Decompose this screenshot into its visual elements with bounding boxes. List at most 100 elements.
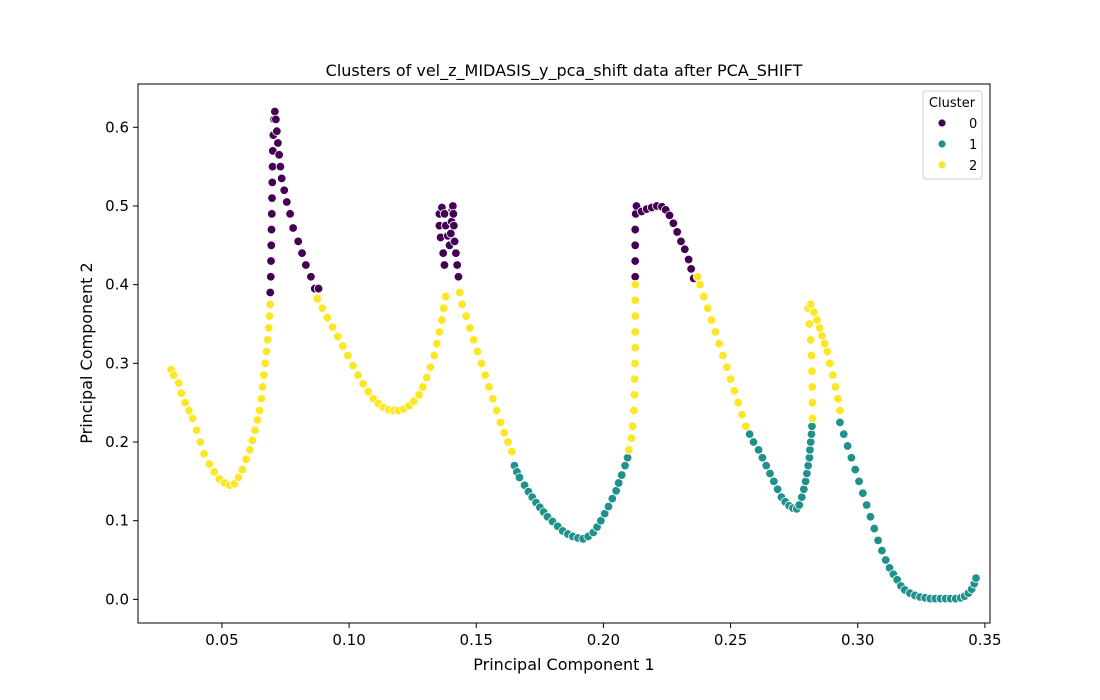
data-point-cluster-2 xyxy=(488,394,498,404)
data-point-cluster-0 xyxy=(266,240,276,251)
data-point-cluster-2 xyxy=(807,397,818,408)
data-point-cluster-2 xyxy=(819,338,830,349)
data-point-cluster-2 xyxy=(718,350,728,361)
data-point-cluster-2 xyxy=(358,379,368,389)
data-point-cluster-2 xyxy=(259,370,269,380)
data-point-cluster-1 xyxy=(804,453,815,463)
data-point-cluster-2 xyxy=(476,358,487,369)
data-point-cluster-0 xyxy=(288,223,298,233)
x-tick-label: 0.10 xyxy=(332,631,365,649)
data-point-cluster-2 xyxy=(814,323,825,333)
data-point-cluster-2 xyxy=(624,445,634,455)
data-point-cluster-0 xyxy=(270,106,280,117)
data-point-cluster-0 xyxy=(680,244,690,254)
y-axis-label: Principal Component 2 xyxy=(77,262,96,443)
y-tick-label: 0.1 xyxy=(105,512,129,530)
data-point-cluster-0 xyxy=(306,272,316,282)
data-point-cluster-1 xyxy=(806,429,817,439)
data-point-cluster-2 xyxy=(833,394,843,404)
data-point-cluster-2 xyxy=(434,327,445,337)
data-point-cluster-0 xyxy=(265,287,275,298)
data-point-cluster-2 xyxy=(626,433,637,443)
data-point-cluster-1 xyxy=(607,493,618,504)
data-point-cluster-2 xyxy=(247,435,258,446)
data-point-cluster-2 xyxy=(830,382,841,392)
data-point-cluster-2 xyxy=(469,335,479,345)
data-point-cluster-1 xyxy=(858,488,868,498)
data-point-cluster-0 xyxy=(267,209,277,219)
data-point-cluster-2 xyxy=(256,394,267,404)
data-point-cluster-2 xyxy=(499,427,509,438)
data-point-cluster-0 xyxy=(267,161,278,172)
data-point-cluster-0 xyxy=(266,224,277,235)
data-point-cluster-2 xyxy=(480,370,490,380)
data-point-cluster-2 xyxy=(168,370,179,380)
data-point-cluster-2 xyxy=(209,467,219,477)
data-point-cluster-0 xyxy=(672,227,682,237)
data-point-cluster-2 xyxy=(261,346,272,357)
legend: Cluster 0 1 2 xyxy=(922,90,983,180)
y-tick-label: 0.3 xyxy=(105,354,129,372)
data-point-cluster-2 xyxy=(191,425,202,435)
data-point-cluster-1 xyxy=(599,508,610,519)
data-point-cluster-2 xyxy=(353,370,363,380)
data-point-cluster-2 xyxy=(265,299,275,310)
data-point-cluster-1 xyxy=(850,464,860,475)
data-point-cluster-1 xyxy=(846,453,857,463)
data-point-cluster-2 xyxy=(199,449,209,459)
data-point-cluster-2 xyxy=(630,327,640,337)
data-point-cluster-1 xyxy=(757,453,768,463)
legend-label-0: 0 xyxy=(969,117,977,132)
legend-label-2: 2 xyxy=(969,159,977,174)
data-point-cluster-0 xyxy=(451,248,461,258)
data-point-cluster-1 xyxy=(802,468,812,479)
data-point-cluster-2 xyxy=(495,417,506,428)
data-point-cluster-2 xyxy=(425,362,436,372)
data-point-cluster-2 xyxy=(264,311,275,321)
y-tick-label: 0.2 xyxy=(105,433,129,451)
data-point-cluster-2 xyxy=(441,291,451,302)
x-tick-label: 0.05 xyxy=(205,631,238,649)
data-point-cluster-0 xyxy=(630,224,640,235)
data-point-cluster-2 xyxy=(348,360,358,371)
data-point-cluster-2 xyxy=(245,445,255,455)
data-point-cluster-2 xyxy=(630,342,640,353)
data-point-cluster-2 xyxy=(725,374,736,384)
data-point-cluster-2 xyxy=(695,279,705,290)
data-point-cluster-2 xyxy=(822,346,832,357)
data-point-cluster-0 xyxy=(266,256,276,266)
data-point-cluster-1 xyxy=(861,500,872,510)
data-point-cluster-1 xyxy=(794,500,804,510)
data-point-cluster-0 xyxy=(630,256,640,266)
data-point-cluster-0 xyxy=(285,209,295,219)
chart-title: Clusters of vel_z_MIDASIS_y_pca_shift da… xyxy=(326,61,803,81)
data-point-cluster-2 xyxy=(254,405,265,416)
data-point-cluster-1 xyxy=(603,501,614,512)
data-point-cluster-2 xyxy=(461,311,471,321)
data-point-cluster-2 xyxy=(710,327,721,337)
data-point-cluster-1 xyxy=(620,460,630,471)
data-point-cluster-2 xyxy=(804,319,815,329)
data-point-cluster-2 xyxy=(465,323,475,333)
data-point-cluster-2 xyxy=(629,390,640,400)
data-point-cluster-1 xyxy=(881,555,891,565)
data-point-cluster-2 xyxy=(363,386,373,397)
x-tick-label: 0.20 xyxy=(587,631,620,649)
data-point-cluster-1 xyxy=(865,512,876,522)
data-point-cluster-2 xyxy=(332,331,343,342)
data-point-cluster-1 xyxy=(596,516,606,526)
data-point-cluster-1 xyxy=(769,476,779,487)
data-point-cluster-0 xyxy=(267,193,277,203)
data-point-cluster-2 xyxy=(630,374,640,384)
data-point-cluster-0 xyxy=(282,197,292,207)
data-point-cluster-2 xyxy=(414,390,424,400)
data-point-cluster-2 xyxy=(629,405,639,416)
data-point-cluster-2 xyxy=(176,388,186,398)
data-point-cluster-1 xyxy=(753,445,764,455)
data-point-cluster-2 xyxy=(260,358,270,369)
data-point-cluster-0 xyxy=(266,272,276,282)
data-point-cluster-0 xyxy=(449,220,459,231)
data-point-cluster-2 xyxy=(250,425,260,435)
legend-marker-0 xyxy=(937,118,947,128)
data-point-cluster-2 xyxy=(338,341,348,351)
